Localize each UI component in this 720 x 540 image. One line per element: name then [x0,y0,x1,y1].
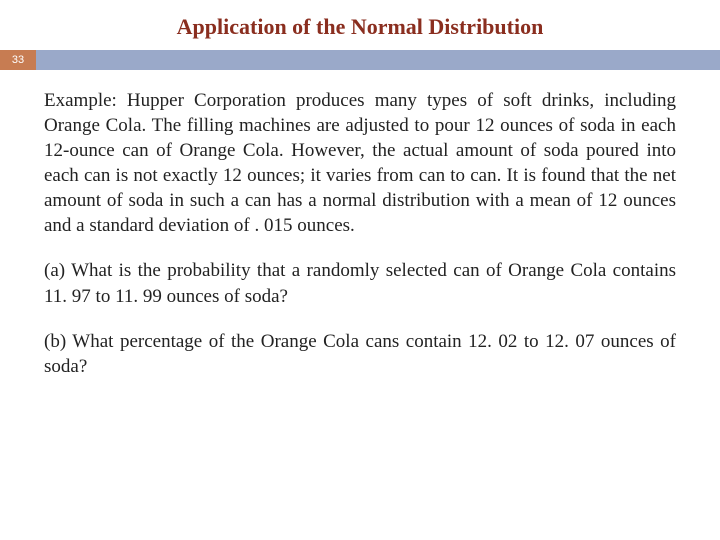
header-bar-fill [36,50,720,70]
question-a: (a) What is the probability that a rando… [44,258,676,308]
page-number-badge: 33 [0,50,36,70]
example-paragraph: Example: Hupper Corporation produces man… [44,88,676,238]
question-b: (b) What percentage of the Orange Cola c… [44,329,676,379]
slide-body: Example: Hupper Corporation produces man… [0,70,720,379]
header-bar: 33 [0,50,720,70]
slide-title: Application of the Normal Distribution [0,0,720,50]
